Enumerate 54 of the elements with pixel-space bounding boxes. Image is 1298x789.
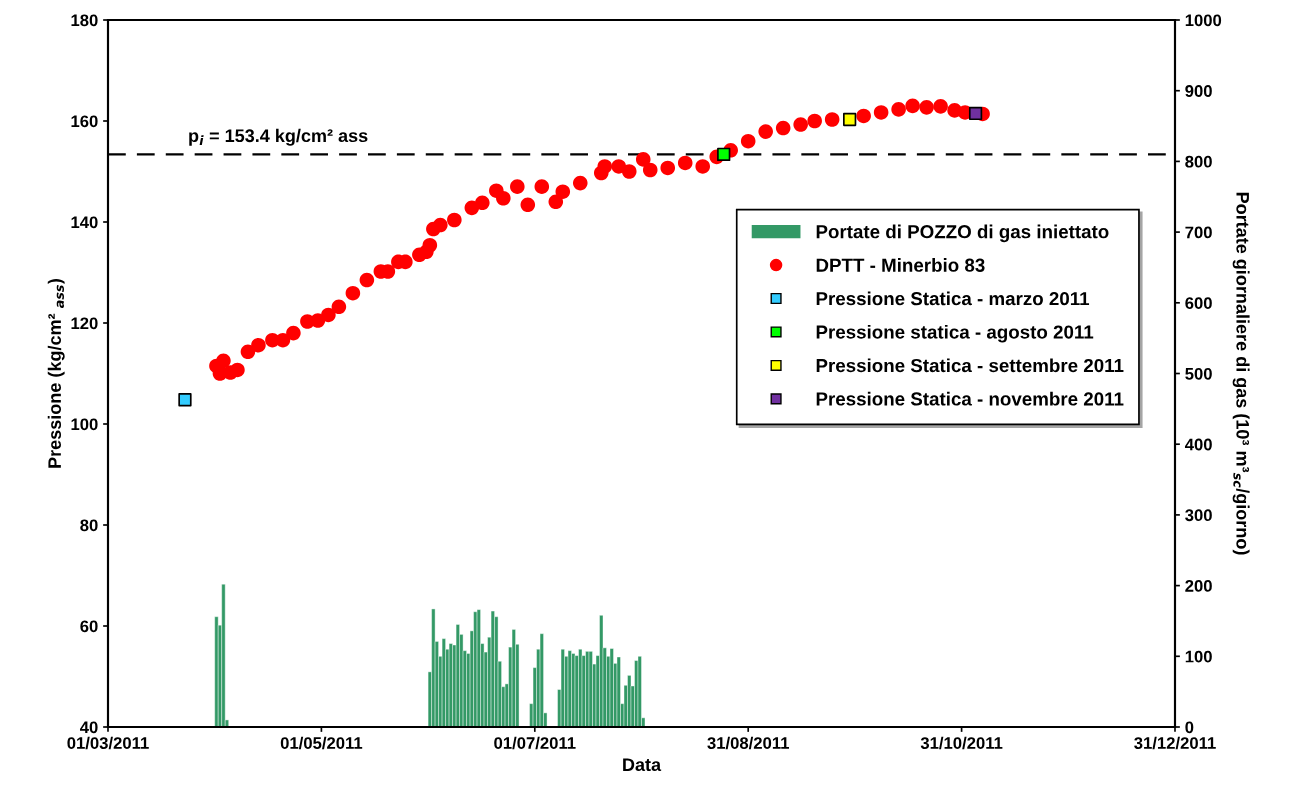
point [843,112,857,127]
bar [221,583,226,727]
bar [539,633,544,727]
y2-tick-label: 800 [1185,155,1212,168]
bar [609,648,614,727]
legend-label: DPTT - Minerbio 83 [816,258,985,272]
bar [567,650,572,727]
y-tick-label: 40 [79,721,98,734]
x-axis-title: Data [623,758,662,772]
legend-label: Pressione Statica - marzo 2011 [816,291,1090,306]
bar [599,615,604,727]
bar [431,608,436,727]
y-tick-label: 140 [71,216,98,229]
y2-tick-label: 700 [1185,226,1212,239]
legend-label: Pressione Statica - settembre 2011 [816,358,1124,373]
x-tick-label: 01/03/2011 [67,736,149,750]
bar [214,616,219,727]
y-tick-label: 60 [80,620,98,633]
bar [490,610,495,727]
y-axis-title: Pressione (kg/cm² $_{ass}$) [47,279,65,468]
y-tick-label: 180 [71,14,98,27]
legend-label: Pressione Statica - novembre 2011 [816,391,1124,406]
y2-tick-label: 900 [1185,85,1212,97]
y2-tick-label: 1000 [1185,14,1222,27]
y2-tick-label: 500 [1185,367,1212,380]
point [178,393,192,407]
y2-tick-label: 200 [1185,580,1212,592]
bar [511,629,516,727]
x-tick-label: 01/07/2011 [494,736,576,750]
x-tick-label: 31/12/2011 [1134,736,1216,750]
y2-axis-title: Portate giornaliere di gas (10³ m³$_{sc}$/giorno) [1232,192,1250,555]
point [717,147,731,161]
y-tick-label: 120 [71,317,98,330]
x-tick-label: 01/05/2011 [280,736,363,750]
y-tick-label: 100 [71,418,98,431]
point [968,106,983,121]
y2-tick-label: 600 [1185,297,1212,309]
x-tick-label: 31/08/2011 [707,736,789,750]
x-tick-label: 31/10/2011 [920,736,1003,750]
bar [637,656,642,727]
ref-line-label: p$_{i}$ = 153.4 kg/cm² ass [189,128,368,146]
legend-label: Pressione statica - agosto 2011 [816,324,1094,343]
y-tick-label: 160 [71,115,98,128]
legend-label: Portate di POZZO di gas iniettato [816,224,1109,243]
y2-tick-label: 300 [1185,509,1212,522]
bar [448,643,453,727]
y2-tick-label: 0 [1185,721,1194,734]
bar [455,624,460,727]
bar [441,638,446,727]
bar [560,649,565,727]
y-tick-label: 80 [80,519,98,532]
bar [616,656,621,727]
y2-tick-label: 100 [1185,650,1212,663]
y2-tick-label: 400 [1184,438,1212,451]
